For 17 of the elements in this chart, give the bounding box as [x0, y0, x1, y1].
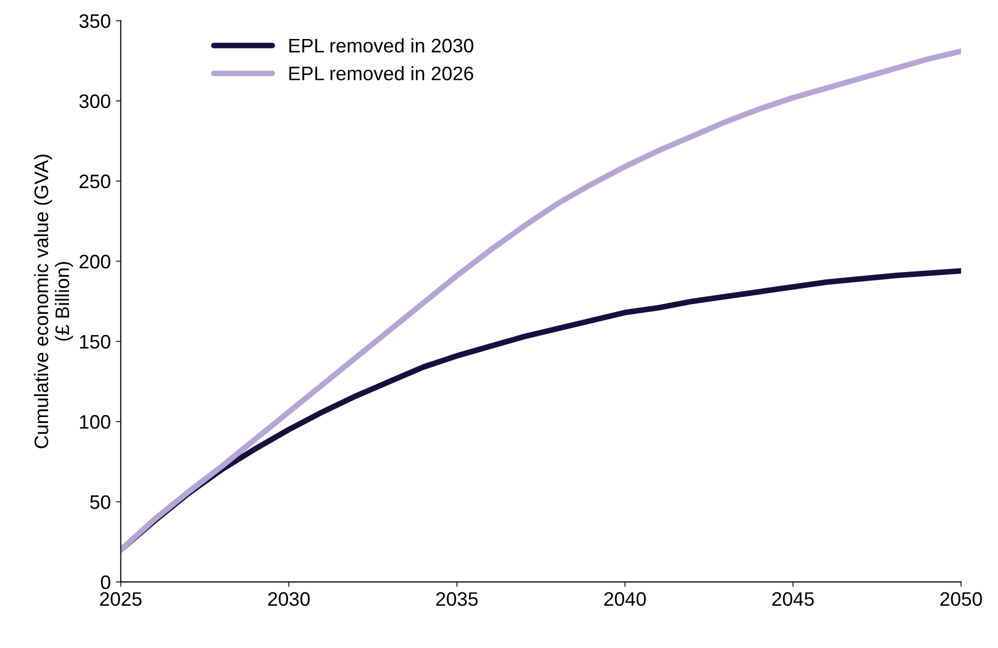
- y-tick-label: 150: [80, 334, 110, 349]
- x-tick-label: 2045: [772, 592, 814, 606]
- y-tick-label: 200: [80, 254, 110, 268]
- x-tick-label: 2030: [268, 592, 310, 606]
- x-tick-label: 2025: [100, 592, 142, 606]
- y-tick-label: 350: [79, 14, 110, 28]
- y-tick-label: 50: [90, 495, 110, 509]
- legend-label: EPL removed in 2026: [289, 66, 474, 80]
- y-tick-label: 300: [79, 94, 110, 108]
- y-axis-title: Cumulative economic value (GVA) (£ Billion): [34, 154, 74, 448]
- y-tick-label: 0: [100, 575, 110, 590]
- x-tick-label: 2050: [940, 592, 982, 606]
- y-tick-label: 100: [80, 415, 110, 429]
- x-tick-label: 2040: [604, 592, 646, 606]
- x-tick-label: 2035: [436, 592, 478, 606]
- y-tick-label: 250: [80, 174, 110, 188]
- legend-label: EPL removed in 2030: [289, 38, 474, 53]
